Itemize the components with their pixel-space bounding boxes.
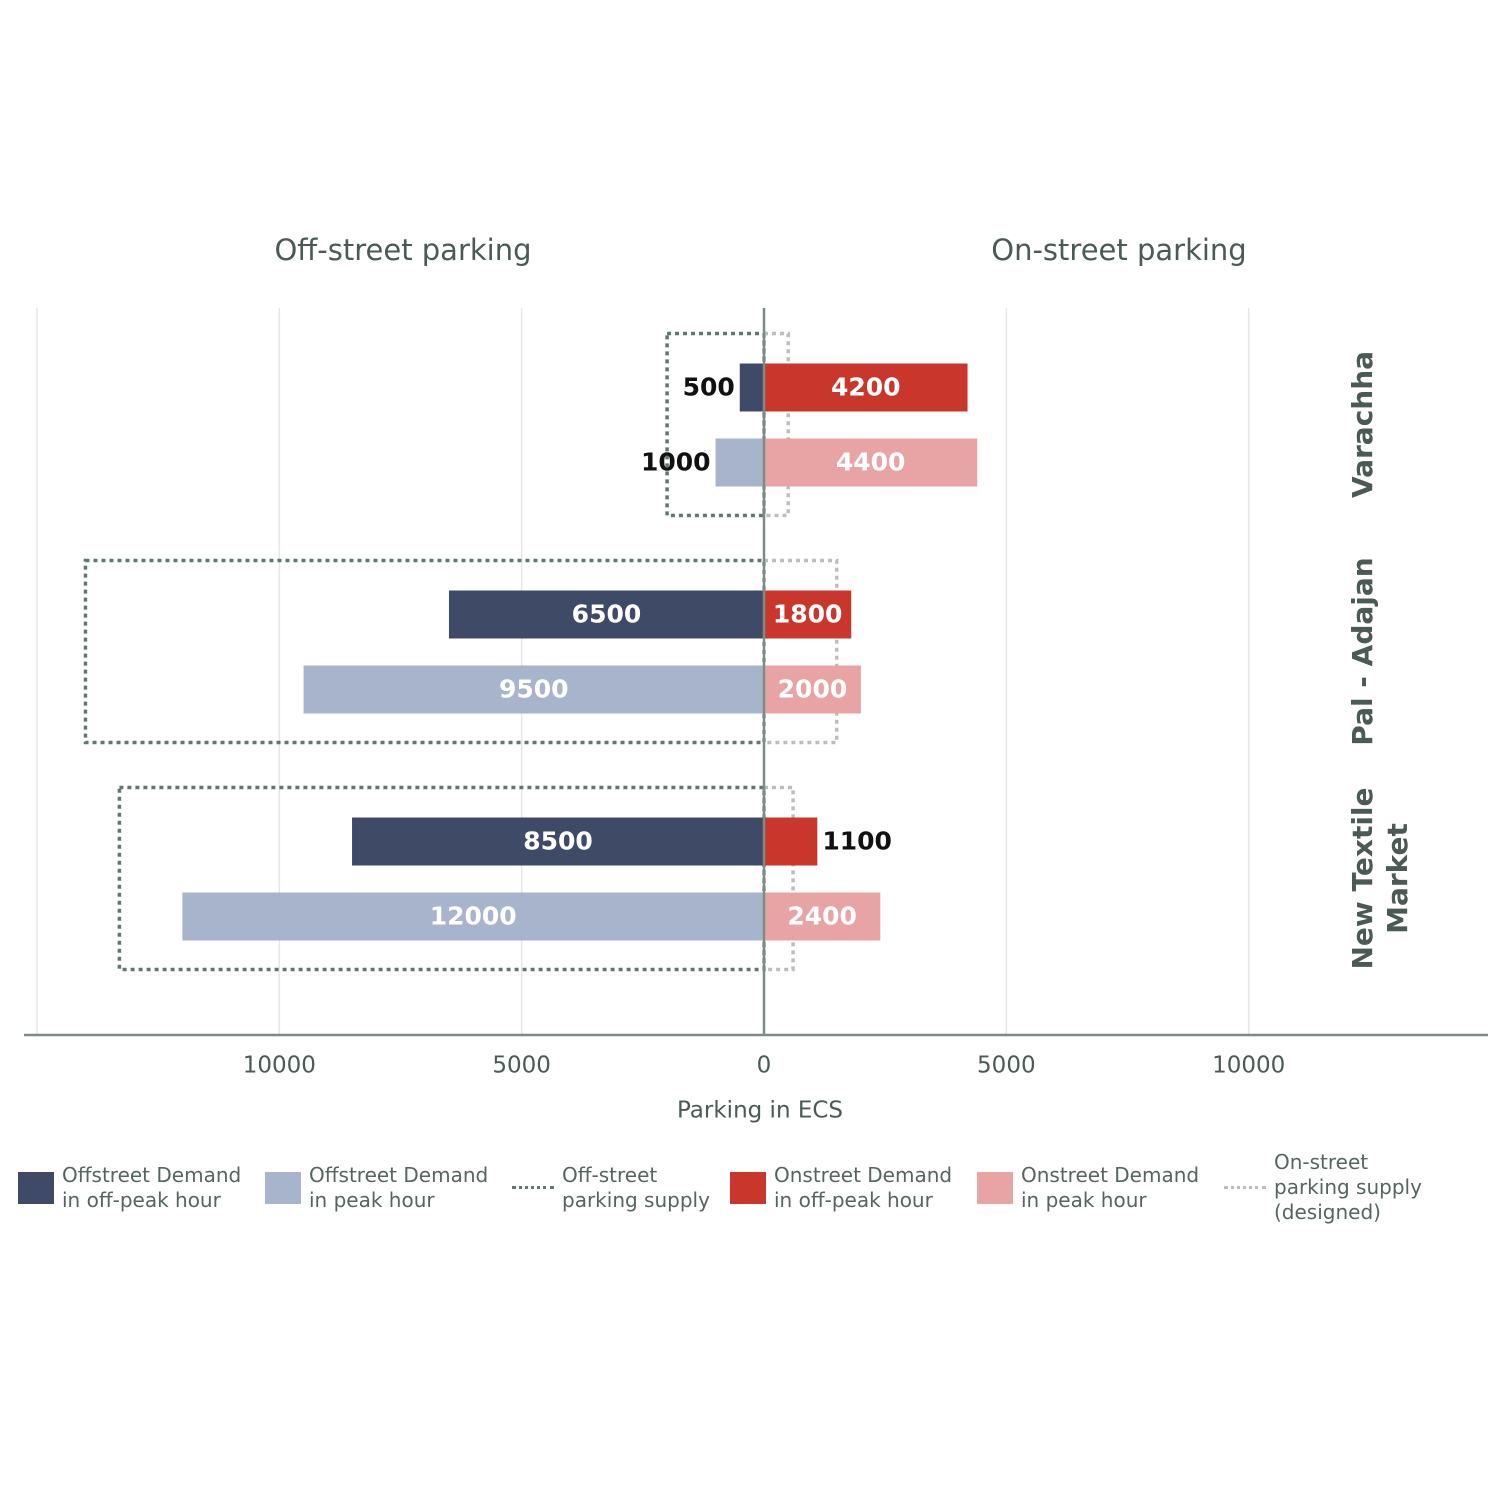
legend-label: Off-street parking supply [562,1162,710,1212]
x-tick-label: 10000 [243,1053,316,1079]
x-tick-label: 10000 [1212,1053,1285,1079]
x-tick-label: 5000 [977,1053,1036,1079]
value-label: 1100 [822,827,892,856]
supply-box [762,331,790,518]
legend-swatch [512,1186,554,1189]
legend-label: Onstreet Demand in off-peak hour [774,1162,953,1212]
x-axis-title: Parking in ECS [677,1098,843,1124]
bar [764,665,861,714]
value-label: 4400 [836,448,906,477]
category-label: Pal - Adajan [1346,557,1379,745]
bar [764,892,881,941]
bar [352,817,764,866]
value-label: 2000 [778,675,848,704]
bar [739,363,764,412]
supply-box [762,558,839,745]
legend-swatch [18,1171,54,1204]
bar [764,438,978,487]
legend-label: On-street parking supply (designed) [1274,1150,1422,1224]
bar [182,892,764,941]
bar [715,438,764,487]
legend-item: Offstreet Demand in peak hour [265,1163,494,1213]
panel-title: On-street parking [991,233,1246,267]
supply-box [83,558,766,745]
value-label: 12000 [430,902,517,931]
bar [303,665,764,714]
legend-swatch [730,1171,766,1204]
value-label: 9500 [499,675,569,704]
legend-item: Offstreet Demand in off-peak hour [18,1163,247,1213]
x-tick-label: 0 [757,1053,772,1079]
bar [764,817,818,866]
legend-item: Off-street parking supply [512,1163,712,1213]
bar [764,363,968,412]
value-label: 500 [683,373,735,402]
bar [448,590,764,639]
value-label: 1000 [641,448,711,477]
legend-item: Onstreet Demand in peak hour [977,1163,1206,1213]
value-label: 8500 [523,827,593,856]
value-label: 2400 [787,902,857,931]
x-tick-label: 5000 [492,1053,551,1079]
supply-box [117,785,766,972]
legend-label: Offstreet Demand in off-peak hour [62,1162,242,1212]
legend-label: Offstreet Demand in peak hour [309,1162,489,1212]
value-label: 6500 [572,600,642,629]
legend-swatch [1224,1186,1266,1189]
bar [764,590,852,639]
legend-swatch [977,1171,1013,1204]
category-label: Varachha [1346,351,1379,498]
supply-box [665,331,766,518]
value-label: 4200 [831,373,901,402]
legend-label: Onstreet Demand in peak hour [1021,1162,1200,1212]
legend: Offstreet Demand in off-peak hour Offstre… [18,1150,1488,1225]
supply-box [762,785,795,972]
panel-title: Off-street parking [274,233,531,267]
legend-item: On-street parking supply (designed) [1224,1150,1424,1225]
category-label: New TextileMarket [1346,787,1414,969]
value-label: 1800 [773,600,843,629]
legend-item: Onstreet Demand in off-peak hour [730,1163,959,1213]
legend-swatch [265,1171,301,1204]
